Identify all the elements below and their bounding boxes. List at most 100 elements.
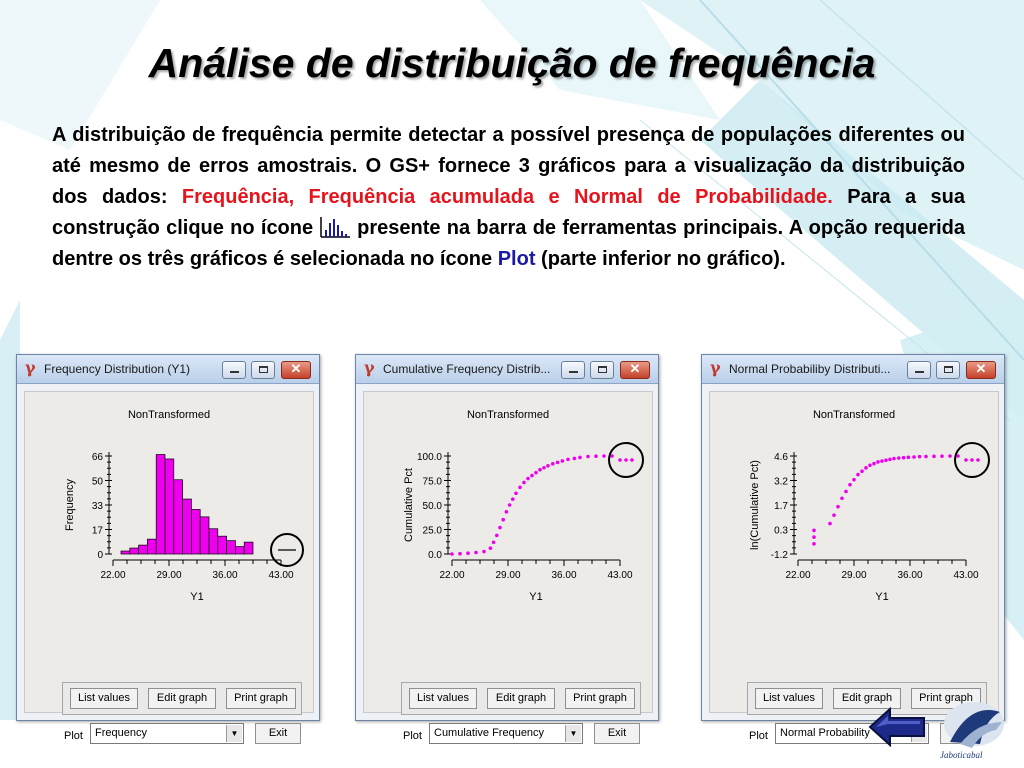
plot-type-select[interactable]: Cumulative Frequency ▼: [429, 723, 583, 744]
histogram-bar: [208, 528, 219, 555]
plot-label: Plot: [403, 730, 422, 742]
plot-keyword: Plot: [497, 248, 536, 270]
print-graph-button[interactable]: Print graph: [565, 688, 635, 709]
exit-button[interactable]: Exit: [255, 723, 301, 744]
data-point: [924, 454, 928, 459]
histogram-bar: [217, 535, 227, 555]
data-point: [901, 455, 906, 460]
plot-type-select[interactable]: Frequency ▼: [90, 723, 244, 744]
maximize-button[interactable]: [590, 361, 614, 379]
data-point: [812, 528, 816, 533]
x-tick-label: 22.00: [100, 570, 125, 581]
data-point: [860, 469, 864, 474]
x-tick-label: 36.00: [551, 570, 576, 581]
histogram-bar: [243, 541, 254, 555]
close-button[interactable]: ✕: [620, 361, 650, 379]
plot-types-highlight: Frequência, Frequência acumulada e Norma…: [181, 186, 833, 208]
graph-button-bar: List values Edit graph Print graph: [401, 682, 641, 715]
histogram-bar: [138, 544, 148, 555]
data-point: [546, 464, 550, 468]
data-point: [848, 482, 852, 487]
data-point: [840, 496, 844, 501]
institution-logo: Jaboticabal: [940, 702, 1004, 760]
intro-paragraph: A distribuição de frequência permite det…: [52, 120, 965, 275]
data-point: [450, 552, 454, 556]
highlight-circle: [270, 533, 304, 567]
graph-panel: NonTransformed 0.0 25.0 50.0 75.0 100.0 22.00 2…: [363, 391, 653, 744]
normal-probability-window[interactable]: γ Normal Probabiliby Distributi... ✕ Non…: [701, 354, 1005, 744]
cumulative-frequency-window[interactable]: γ Cumulative Frequency Distrib... ✕ NonT…: [355, 354, 659, 744]
maximize-button[interactable]: [251, 361, 275, 379]
list-values-button[interactable]: List values: [409, 688, 477, 709]
legend-marker-point: [618, 458, 622, 462]
x-axis-label: Y1: [875, 591, 888, 603]
y-tick-label: 25.0: [423, 526, 443, 537]
data-point: [917, 454, 922, 459]
y-tick-label: 0: [97, 550, 103, 561]
edit-graph-button[interactable]: Edit graph: [487, 688, 555, 709]
data-point: [501, 517, 505, 522]
plot-type-value: Cumulative Frequency: [434, 727, 545, 739]
data-point: [511, 497, 515, 501]
data-point: [560, 459, 565, 463]
minimize-button[interactable]: [561, 361, 585, 379]
x-tick-label: 29.00: [156, 570, 181, 581]
histogram-bar: [173, 479, 183, 555]
edit-graph-button[interactable]: Edit graph: [148, 688, 216, 709]
data-point: [897, 456, 901, 460]
list-values-button[interactable]: List values: [755, 688, 823, 709]
x-tick-label: 43.00: [953, 570, 978, 581]
minimize-button[interactable]: [907, 361, 931, 379]
dropdown-arrow-icon[interactable]: ▼: [226, 725, 242, 742]
y-tick-label: 1.7: [774, 501, 788, 512]
data-point: [868, 463, 872, 468]
chart-title: NonTransformed: [813, 409, 895, 421]
window-title: Normal Probabiliby Distributi...: [729, 362, 891, 376]
close-button[interactable]: ✕: [281, 361, 311, 379]
data-point: [948, 454, 952, 458]
data-point: [828, 521, 832, 526]
minimize-button[interactable]: [222, 361, 246, 379]
back-arrow-icon[interactable]: [868, 706, 928, 748]
data-point: [884, 458, 888, 463]
data-point: [542, 465, 546, 470]
print-graph-button[interactable]: Print graph: [226, 688, 296, 709]
paragraph-text-3: presente na barra de ferramentas princip…: [52, 217, 966, 270]
legend-marker-point: [630, 458, 634, 462]
window-titlebar[interactable]: γ Cumulative Frequency Distrib... ✕: [356, 355, 658, 384]
histogram-bar: [129, 547, 139, 555]
data-point: [526, 476, 530, 481]
histogram-bar: [182, 498, 192, 555]
window-title: Frequency Distribution (Y1): [44, 362, 191, 376]
x-tick-label: 22.00: [439, 570, 464, 581]
data-point: [832, 513, 836, 517]
data-point: [458, 551, 462, 556]
plot-type-value: Frequency: [95, 727, 147, 739]
data-point: [504, 510, 509, 514]
histogram-bar: [191, 509, 201, 555]
data-point: [852, 477, 856, 482]
maximize-button[interactable]: [936, 361, 960, 379]
y-tick-label: 33: [92, 501, 104, 512]
list-values-button[interactable]: List values: [70, 688, 138, 709]
dropdown-arrow-icon[interactable]: ▼: [565, 725, 581, 742]
data-point: [906, 455, 911, 460]
edit-graph-button[interactable]: Edit graph: [833, 688, 901, 709]
data-point: [872, 461, 876, 466]
window-title: Cumulative Frequency Distrib...: [383, 362, 551, 376]
data-point: [812, 542, 816, 546]
close-button[interactable]: ✕: [966, 361, 996, 379]
x-axis-label: Y1: [190, 591, 203, 603]
window-titlebar[interactable]: γ Normal Probabiliby Distributi... ✕: [702, 355, 1004, 384]
exit-button[interactable]: Exit: [594, 723, 640, 744]
data-point: [892, 456, 896, 461]
data-point: [602, 454, 606, 458]
minimize-icon: [230, 371, 239, 373]
y-tick-label: 66: [92, 452, 104, 463]
data-point: [578, 455, 582, 460]
frequency-distribution-window[interactable]: γ Frequency Distribution (Y1) ✕ NonTrans…: [16, 354, 320, 744]
data-point: [876, 460, 880, 464]
data-point: [534, 470, 538, 475]
window-titlebar[interactable]: γ Frequency Distribution (Y1) ✕: [17, 355, 319, 384]
data-point: [551, 462, 555, 466]
